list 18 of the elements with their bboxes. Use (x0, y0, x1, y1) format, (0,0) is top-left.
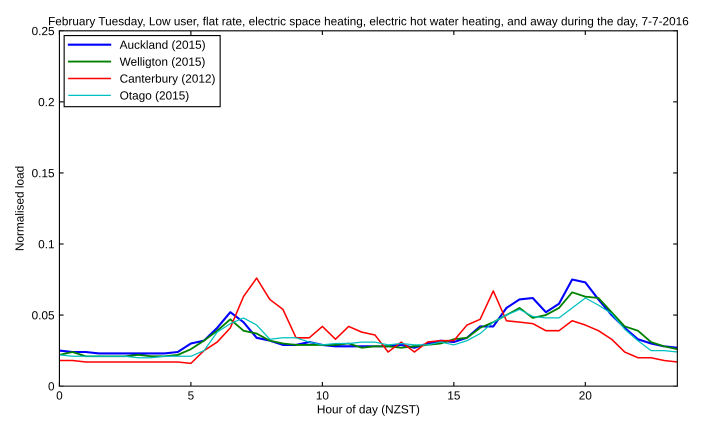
x-tick-label: 20 (579, 391, 592, 400)
x-tick-label: 10 (316, 391, 328, 400)
legend-label: Canterbury (2012) (120, 74, 215, 86)
x-tick-label: 5 (188, 391, 194, 400)
y-axis-title: Normalised load (15, 166, 24, 250)
chart-title: February Tuesday, Low user, flat rate, electric space heating, electric hot water heating, and away during the day, 7-7-2016 (49, 16, 688, 28)
legend-label: Auckland (2015) (120, 40, 205, 52)
legend-label: Otago (2015) (120, 90, 188, 102)
y-tick-label: 0.15 (32, 168, 54, 178)
x-tick-label: 15 (448, 391, 460, 400)
x-axis-title: Hour of day (NZST) (318, 404, 420, 416)
y-tick-label: 0.05 (32, 311, 54, 320)
x-tick-label: 0 (56, 391, 62, 400)
y-tick-label: 0.25 (32, 26, 54, 36)
y-tick-label: 0 (48, 382, 54, 391)
y-tick-label: 0.2 (38, 98, 54, 106)
legend-label: Welligton (2015) (120, 57, 205, 68)
y-tick-label: 0.1 (38, 240, 54, 248)
